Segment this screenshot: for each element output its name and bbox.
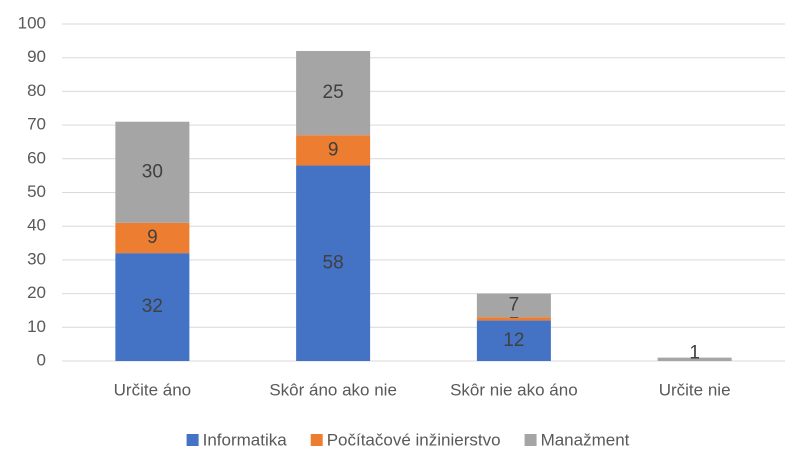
y-tick-label: 50	[27, 182, 46, 201]
y-tick-label: 30	[27, 249, 46, 268]
y-tick-label: 80	[27, 81, 46, 100]
legend-swatch	[186, 434, 199, 446]
bar-segment	[476, 320, 551, 361]
legend-swatch	[524, 434, 537, 446]
bar-segment	[476, 317, 551, 321]
data-label: 9	[328, 139, 339, 160]
y-tick-label: 20	[27, 283, 46, 302]
data-label: 32	[142, 296, 163, 317]
bar-segment	[115, 121, 190, 223]
bar-segment	[296, 135, 371, 166]
x-tick-label: Určite nie	[659, 380, 731, 399]
data-label: 58	[323, 252, 344, 273]
data-label: 1	[689, 342, 700, 363]
legend-label: Manažment	[541, 430, 630, 449]
bar-segment	[296, 165, 371, 361]
bar-segment	[657, 357, 732, 361]
x-tick-label: Skôr áno ako nie	[269, 380, 397, 399]
x-tick-label: Skôr nie ako áno	[450, 380, 578, 399]
y-tick-label: 0	[37, 350, 46, 369]
y-tick-label: 70	[27, 115, 46, 134]
bar-segment	[115, 253, 190, 361]
data-label: 12	[503, 330, 524, 351]
data-label: 9	[147, 227, 158, 248]
y-tick-label: 60	[27, 148, 46, 167]
y-tick-label: 90	[27, 47, 46, 66]
x-tick-label: Určite áno	[114, 380, 191, 399]
bar-segment	[476, 293, 551, 318]
y-tick-label: 40	[27, 216, 46, 235]
legend-swatch	[310, 434, 323, 446]
legend-label: Informatika	[203, 430, 288, 449]
data-label: 30	[142, 161, 163, 182]
bar-segment	[296, 50, 371, 136]
y-tick-label: 10	[27, 317, 46, 336]
y-tick-label: 100	[18, 13, 46, 32]
legend-label: Počítačové inžinierstvo	[327, 430, 501, 449]
bar-segment	[115, 222, 190, 254]
data-label: 25	[323, 82, 344, 103]
data-label: 7	[509, 294, 520, 315]
